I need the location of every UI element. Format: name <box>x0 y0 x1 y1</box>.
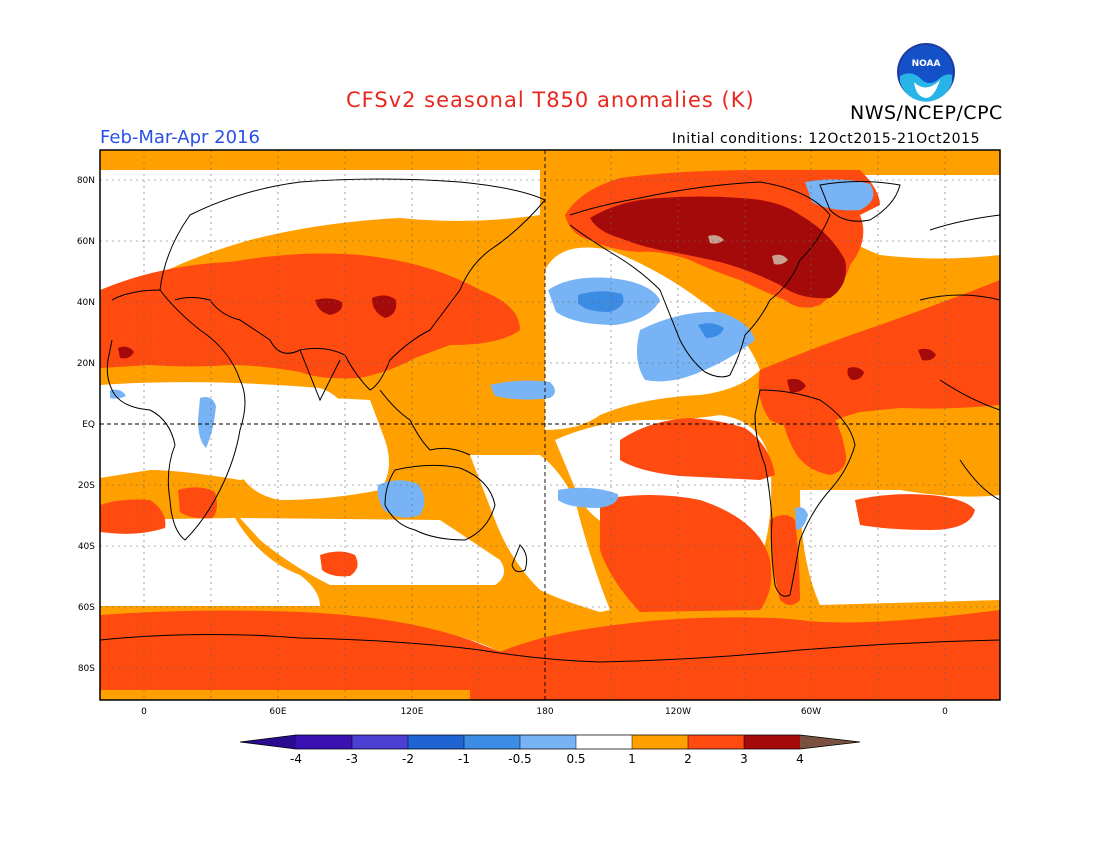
initial-conditions-label: Initial conditions: 12Oct2015-21Oct2015 <box>672 131 981 147</box>
lat-label: EQ <box>82 420 95 430</box>
colorbar-box <box>408 735 464 749</box>
white-region-central-pacific <box>470 455 610 612</box>
map-frame <box>99 149 1001 701</box>
lat-label: 20N <box>77 359 95 369</box>
chart-title: CFSv2 seasonal T850 anomalies (K) <box>346 88 755 112</box>
lon-label: 0 <box>942 707 948 717</box>
coast-europe-east <box>919 214 1000 501</box>
lon-label: 0 <box>141 707 147 717</box>
coast-india <box>299 349 341 402</box>
white-region-north-atlantic-europe <box>100 170 540 290</box>
colorbar-box <box>632 735 688 749</box>
strong-warm-spot-sahara <box>118 346 134 359</box>
colorbar-box <box>520 735 576 749</box>
coast-greenland <box>819 181 901 222</box>
lat-label: 20S <box>78 481 95 491</box>
lon-label: 60W <box>801 707 821 717</box>
lon-label: 120E <box>401 707 424 717</box>
colorbar-tick-label: 4 <box>796 752 804 766</box>
cool-region-tropical-pacific <box>490 380 555 400</box>
colorbar-box <box>744 735 800 749</box>
warm-region-pacific-south <box>600 495 772 612</box>
warm-region-southern-ocean <box>100 610 540 690</box>
warm-region-south-atlantic <box>855 494 975 530</box>
warm-region-madagascar <box>178 487 217 519</box>
white-region-south-ocean-west <box>100 518 320 606</box>
strong-warm-spot-caribbean <box>787 378 806 393</box>
graticule <box>100 150 1000 700</box>
cool-region-greenland-arctic <box>805 179 874 211</box>
lat-label: 80S <box>78 664 95 674</box>
coast-new-zealand <box>511 544 528 573</box>
colorbar-tick-label: 3 <box>740 752 748 766</box>
colorbar: -4 -3 -2 -1 -0.5 0.5 1 2 3 4 <box>239 734 861 766</box>
warm-region-antarctic-pacific <box>470 610 1000 700</box>
lat-label: 60S <box>78 603 95 613</box>
noaa-logo-icon: NOAA <box>897 43 955 102</box>
coast-australia <box>384 464 496 541</box>
colorbar-tick-label: 0.5 <box>566 752 585 766</box>
season-label: Feb-Mar-Apr 2016 <box>100 127 260 148</box>
cool-region-mexico <box>636 311 755 382</box>
warm-region-eurasia <box>100 253 520 379</box>
strong-warm-spot-atlantic <box>847 367 864 380</box>
warm-region-atlantic <box>758 280 1000 432</box>
colorbar-under-arrow <box>240 735 296 749</box>
extreme-warm-spot-1 <box>708 235 724 244</box>
coast-se-asia <box>379 389 471 456</box>
colorbar-tick-label: 1 <box>628 752 636 766</box>
coast-eurasia <box>159 178 546 391</box>
lat-label: 80N <box>77 176 95 186</box>
coast-antarctica <box>100 633 1000 663</box>
colorbar-over-arrow <box>800 735 860 749</box>
cool-region-north-pacific-core <box>578 291 624 312</box>
colorbar-box <box>464 735 520 749</box>
cool-region-south-america <box>795 507 808 530</box>
anomaly-field <box>100 150 1000 700</box>
lon-axis: 0 60E 120E 180 120W 60W 0 <box>141 707 948 717</box>
cool-region-south-pacific <box>558 487 619 508</box>
lat-label: 40N <box>77 298 95 308</box>
colorbar-tick-label: -2 <box>402 752 414 766</box>
warm-region-south-america <box>780 395 846 475</box>
coast-north-america <box>569 181 831 378</box>
logo-text: NOAA <box>912 59 941 69</box>
extreme-warm-spot-2 <box>772 254 788 265</box>
warm-region-southeast-pacific <box>620 418 775 480</box>
colorbar-box <box>296 735 352 749</box>
strong-warm-spot-asia-2 <box>372 295 397 318</box>
lat-label: 40S <box>78 542 95 552</box>
strong-warm-region-canada <box>590 196 846 299</box>
colorbar-tick-label: -0.5 <box>508 752 531 766</box>
colorbar-tick-label: -4 <box>290 752 302 766</box>
cool-region-east-africa <box>198 397 216 448</box>
white-region-indian-ocean <box>235 398 389 500</box>
colorbar-tick-label: -1 <box>458 752 470 766</box>
lon-label: 120W <box>665 707 691 717</box>
lon-label: 180 <box>536 707 553 717</box>
colorbar-box <box>352 735 408 749</box>
white-region-south-indian <box>240 518 504 585</box>
strong-warm-spot-africa <box>918 348 936 361</box>
cool-region-australia <box>377 480 425 518</box>
cool-region-sahel <box>110 389 126 399</box>
colorbar-tick-label: -3 <box>346 752 358 766</box>
cool-region-mexico-core <box>698 323 724 338</box>
coast-south-america <box>754 389 856 597</box>
colorbar-tick-label: 2 <box>684 752 692 766</box>
warm-region-south-pacific-central <box>320 551 358 577</box>
colorbar-box <box>688 735 744 749</box>
coastlines <box>100 178 1000 663</box>
agency-label: NWS/NCEP/CPC <box>850 102 1003 124</box>
lon-label: 60E <box>269 707 286 717</box>
coast-africa-europe <box>106 289 246 541</box>
warm-region-southern-africa <box>100 499 166 534</box>
equator-dateline <box>100 150 1000 700</box>
lat-label: 60N <box>77 237 95 247</box>
colorbar-box <box>576 735 632 749</box>
lat-axis: 80N 60N 40N 20N EQ 20S 40S 60S 80S <box>77 176 95 674</box>
strong-warm-spot-asia-1 <box>315 298 343 315</box>
